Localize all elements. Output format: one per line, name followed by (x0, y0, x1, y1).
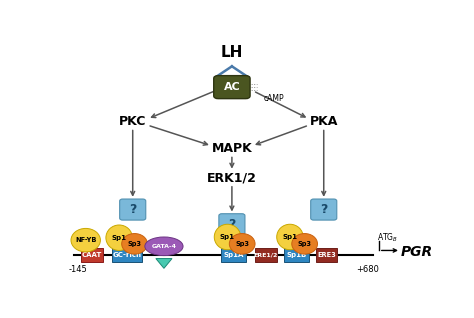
Text: ATG$_B$: ATG$_B$ (377, 232, 398, 244)
Bar (221, 248, 246, 262)
Text: PGR: PGR (401, 245, 433, 259)
Text: NF-YB: NF-YB (75, 237, 96, 243)
Text: Sp3: Sp3 (298, 241, 311, 247)
Bar (81, 248, 102, 262)
Ellipse shape (71, 228, 100, 252)
Bar (255, 248, 277, 262)
Text: Sp1A: Sp1A (224, 252, 244, 258)
Text: cAMP: cAMP (264, 93, 284, 103)
Ellipse shape (292, 233, 318, 254)
Text: GATA-4: GATA-4 (152, 244, 176, 249)
Text: GC-rich: GC-rich (113, 252, 142, 258)
Text: +680: +680 (356, 265, 379, 274)
FancyBboxPatch shape (219, 214, 245, 235)
Text: LH: LH (221, 45, 243, 60)
Ellipse shape (122, 233, 147, 254)
Ellipse shape (106, 225, 132, 251)
Ellipse shape (229, 233, 255, 254)
Bar (112, 248, 142, 262)
Text: ERK1/2: ERK1/2 (207, 171, 257, 184)
Text: ERE1/2: ERE1/2 (254, 252, 278, 257)
FancyBboxPatch shape (310, 199, 337, 220)
Ellipse shape (214, 224, 241, 250)
Text: -145: -145 (68, 265, 87, 274)
Text: Sp1: Sp1 (112, 235, 127, 241)
Text: ERE3: ERE3 (317, 252, 336, 258)
Text: MAPK: MAPK (211, 142, 252, 155)
Text: CAAT: CAAT (82, 252, 102, 258)
Ellipse shape (277, 224, 303, 250)
Ellipse shape (145, 237, 183, 256)
FancyBboxPatch shape (214, 76, 250, 99)
Text: ?: ? (228, 218, 236, 231)
Bar (316, 248, 337, 262)
Text: ?: ? (320, 203, 328, 216)
Bar (284, 248, 309, 262)
Text: AC: AC (224, 82, 240, 92)
Text: Sp1: Sp1 (220, 234, 235, 240)
Text: Sp3: Sp3 (128, 241, 142, 247)
Text: Sp1: Sp1 (283, 234, 298, 240)
Polygon shape (156, 259, 172, 268)
Text: PKA: PKA (310, 115, 338, 128)
Text: Sp3: Sp3 (235, 241, 249, 247)
FancyBboxPatch shape (119, 199, 146, 220)
Text: PKC: PKC (119, 115, 146, 128)
Text: Sp1B: Sp1B (286, 252, 306, 258)
Text: ?: ? (129, 203, 137, 216)
